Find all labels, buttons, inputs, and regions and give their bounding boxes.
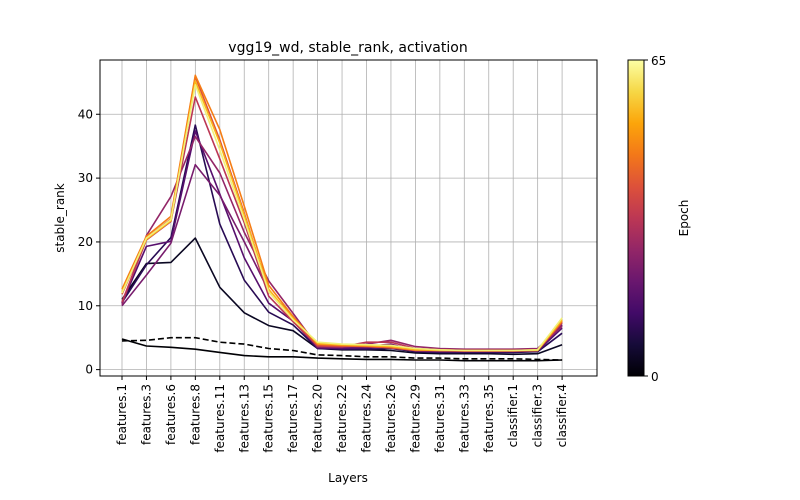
x-tick-label: classifier.4 [555, 384, 569, 447]
x-tick-label: features.26 [384, 384, 398, 453]
x-axis-label: Layers [328, 471, 368, 485]
x-tick-label: classifier.1 [506, 384, 520, 447]
x-tick-label: features.8 [188, 384, 202, 445]
y-axis-ticks: 0 10 20 30 40 [78, 107, 100, 377]
series-line-initial-dashed [121, 336, 563, 361]
x-tick-label: features.33 [457, 384, 471, 453]
x-tick-label: features.24 [360, 384, 374, 453]
x-tick-label: features.22 [335, 384, 349, 453]
plot-frame [99, 59, 598, 377]
x-tick-label: features.20 [311, 384, 325, 453]
x-tick-label: features.15 [262, 384, 276, 453]
y-tick-label: 20 [78, 235, 93, 249]
series-line [121, 338, 563, 362]
colorbar-min-label: 0 [651, 370, 659, 384]
grid-lines [100, 60, 597, 376]
x-tick-label: features.29 [408, 384, 422, 453]
y-tick-label: 10 [78, 299, 93, 313]
colorbar-label: Epoch [677, 200, 691, 237]
colorbar: 65 0 Epoch [627, 54, 691, 384]
x-tick-label: features.31 [433, 384, 447, 453]
y-tick-label: 0 [85, 363, 93, 377]
colorbar-max-label: 65 [651, 54, 666, 68]
y-axis-label: stable_rank [53, 183, 67, 253]
x-tick-label: features.35 [482, 384, 496, 453]
x-tick-label: features.3 [139, 384, 153, 445]
y-tick-label: 40 [78, 107, 93, 121]
y-tick-label: 30 [78, 171, 93, 185]
x-tick-label: features.11 [213, 384, 227, 453]
x-tick-label: features.13 [237, 384, 251, 453]
x-axis-ticks: features.1 features.3 features.6 features.8… [115, 376, 569, 453]
x-tick-label: features.17 [286, 384, 300, 453]
chart-title: vgg19_wd, stable_rank, activation [228, 40, 467, 56]
series-group [121, 74, 563, 362]
x-tick-label: classifier.3 [531, 384, 545, 447]
series-line [121, 84, 563, 352]
x-tick-label: features.1 [115, 384, 129, 445]
x-tick-label: features.6 [164, 384, 178, 445]
colorbar-gradient [627, 59, 645, 377]
